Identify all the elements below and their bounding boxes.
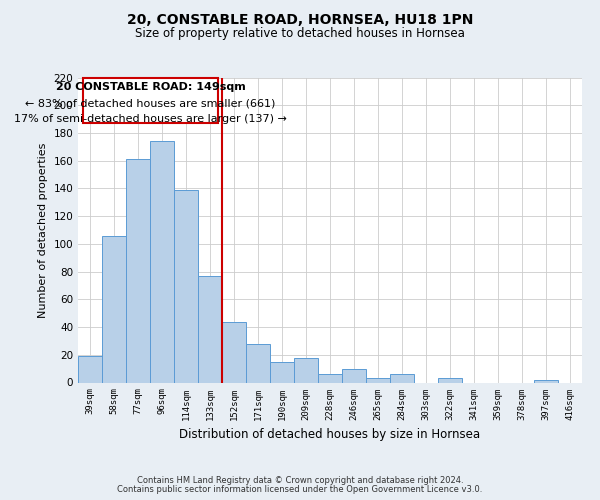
Bar bbox=[270, 362, 294, 382]
Bar bbox=[150, 142, 174, 382]
Text: Contains public sector information licensed under the Open Government Licence v3: Contains public sector information licen… bbox=[118, 485, 482, 494]
Bar bbox=[366, 378, 390, 382]
Bar bbox=[246, 344, 270, 382]
Text: Size of property relative to detached houses in Hornsea: Size of property relative to detached ho… bbox=[135, 28, 465, 40]
Bar bbox=[294, 358, 318, 382]
Bar bbox=[198, 276, 222, 382]
Text: ← 83% of detached houses are smaller (661): ← 83% of detached houses are smaller (66… bbox=[25, 98, 276, 108]
Bar bbox=[78, 356, 102, 382]
Bar bbox=[534, 380, 558, 382]
Bar bbox=[126, 160, 150, 382]
Y-axis label: Number of detached properties: Number of detached properties bbox=[38, 142, 48, 318]
Bar bbox=[174, 190, 198, 382]
Text: Contains HM Land Registry data © Crown copyright and database right 2024.: Contains HM Land Registry data © Crown c… bbox=[137, 476, 463, 485]
Bar bbox=[102, 236, 126, 382]
Bar bbox=[342, 368, 366, 382]
Text: 17% of semi-detached houses are larger (137) →: 17% of semi-detached houses are larger (… bbox=[14, 114, 287, 124]
Text: 20 CONSTABLE ROAD: 149sqm: 20 CONSTABLE ROAD: 149sqm bbox=[56, 82, 245, 92]
Text: 20, CONSTABLE ROAD, HORNSEA, HU18 1PN: 20, CONSTABLE ROAD, HORNSEA, HU18 1PN bbox=[127, 12, 473, 26]
Bar bbox=[318, 374, 342, 382]
Bar bbox=[390, 374, 414, 382]
Bar bbox=[222, 322, 246, 382]
Bar bbox=[438, 378, 462, 382]
X-axis label: Distribution of detached houses by size in Hornsea: Distribution of detached houses by size … bbox=[179, 428, 481, 441]
